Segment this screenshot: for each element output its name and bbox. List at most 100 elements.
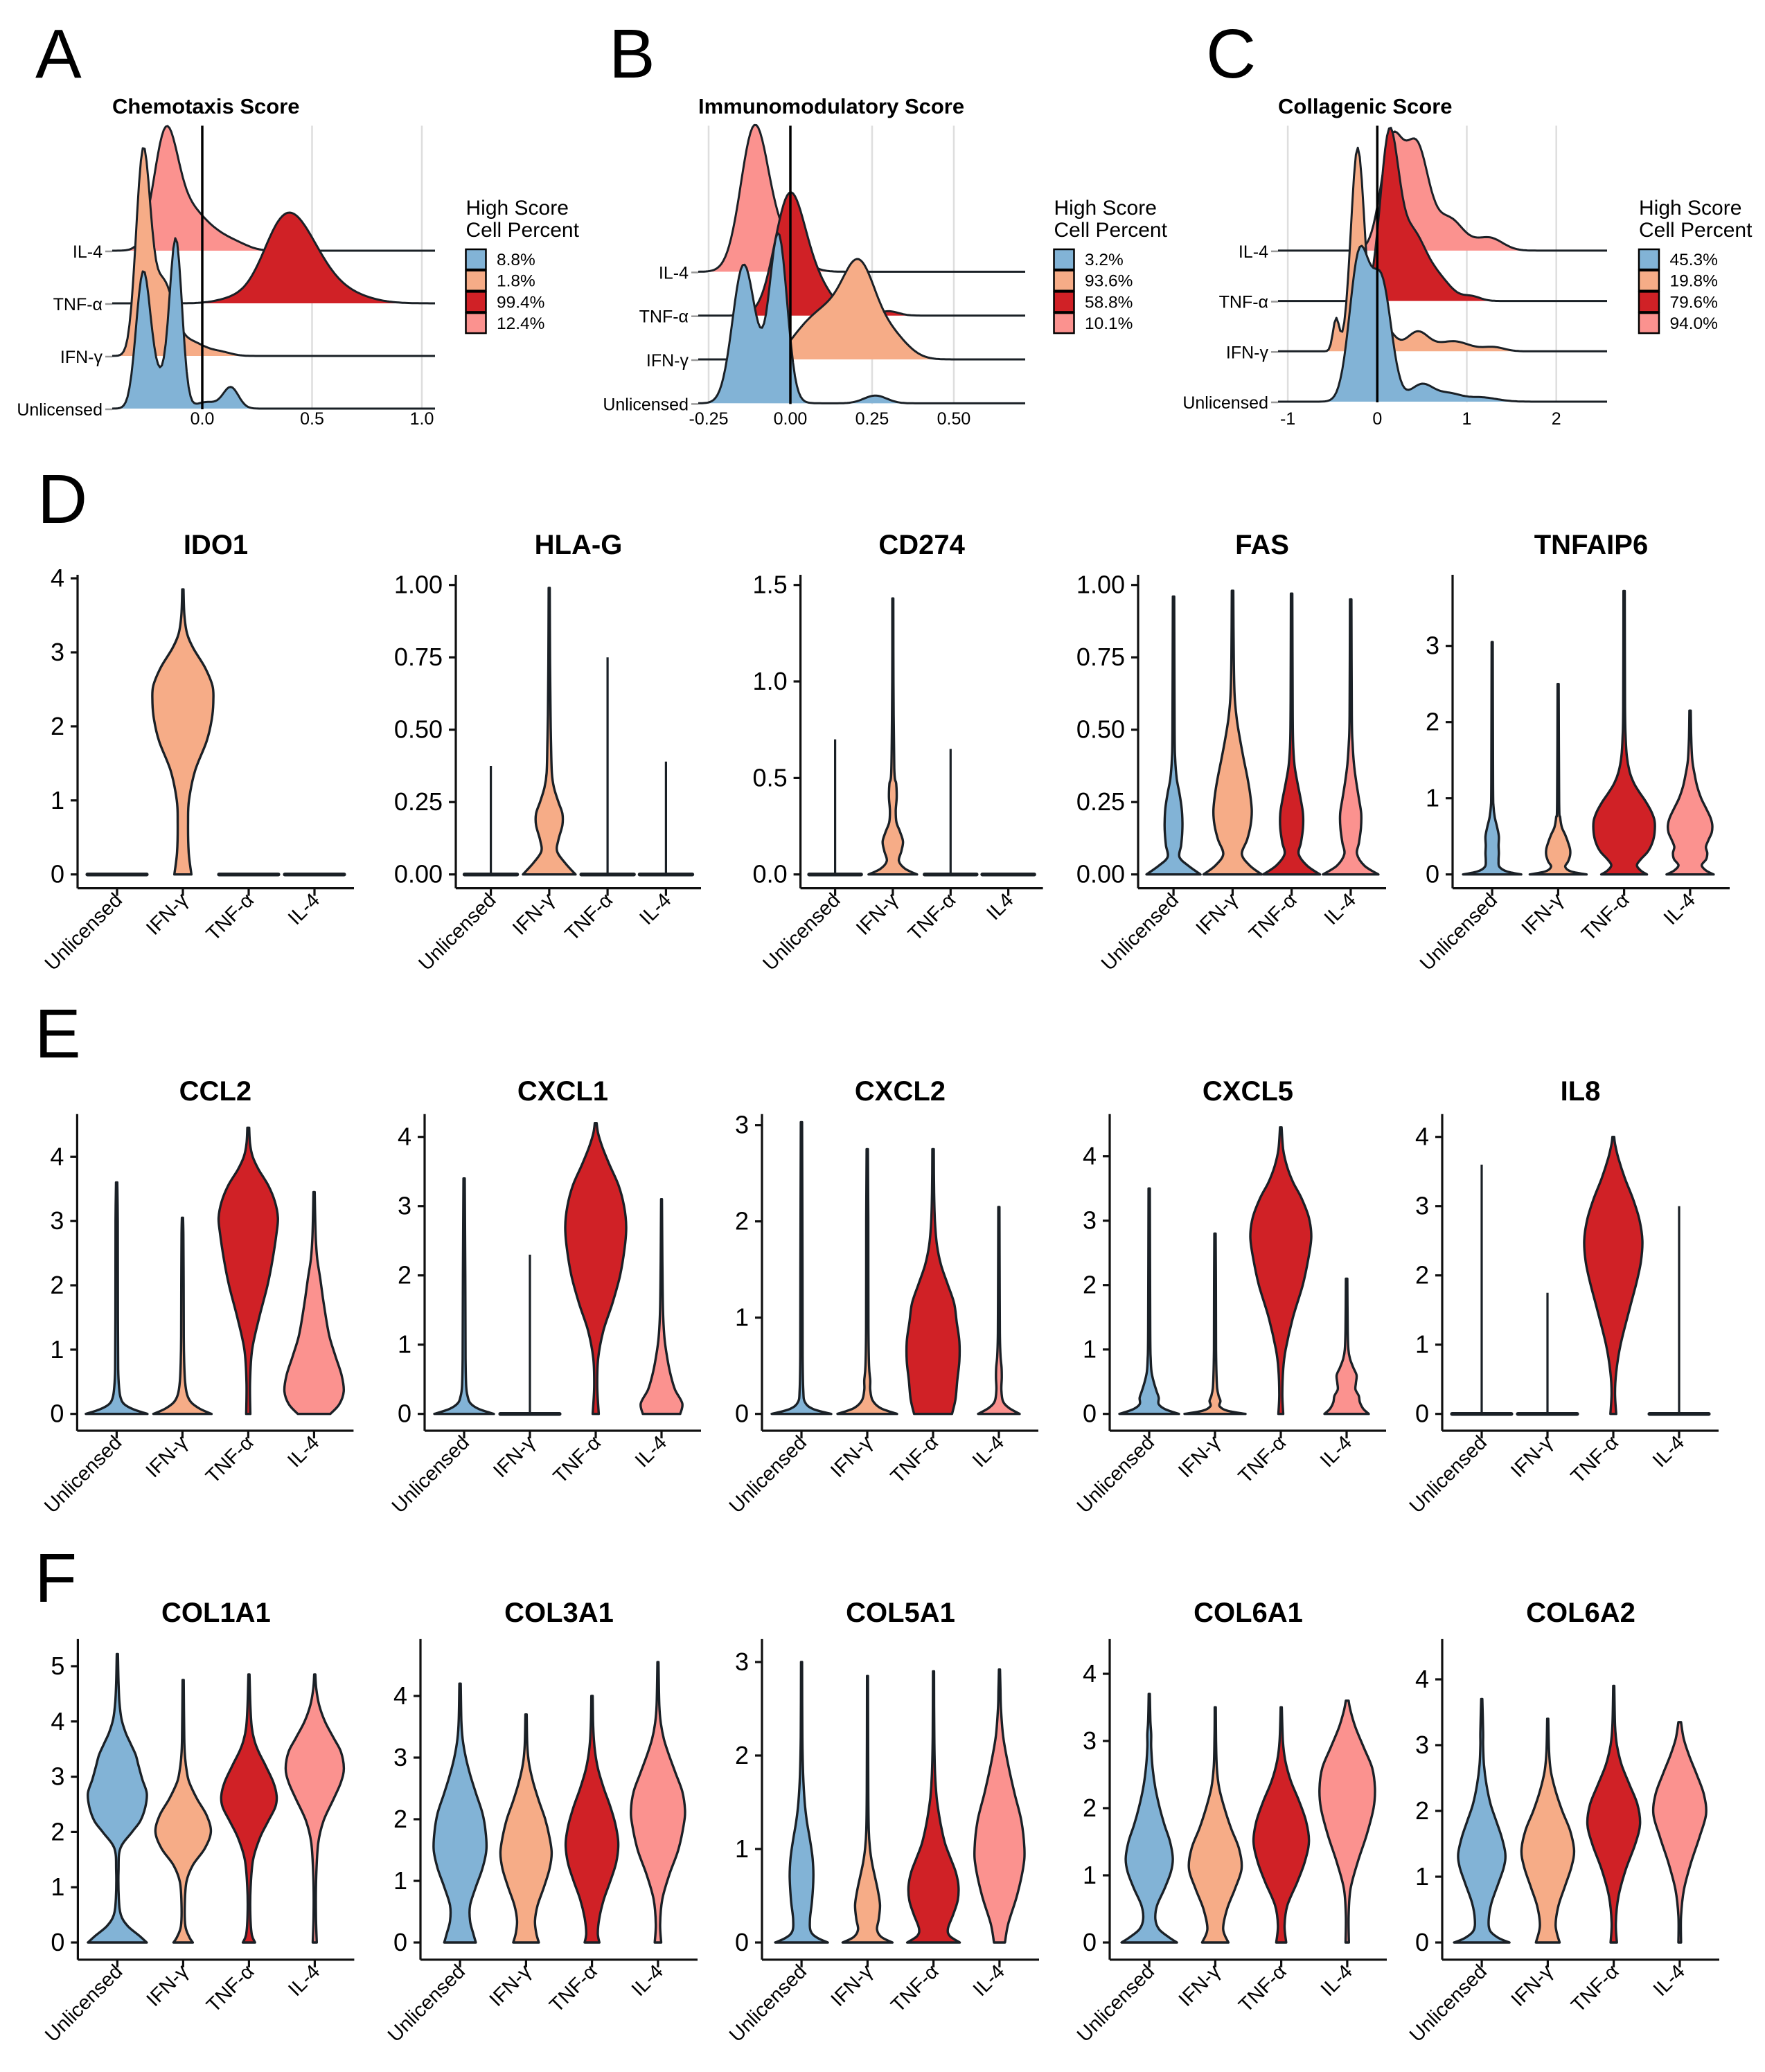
svg-text:79.6%: 79.6% <box>1670 293 1718 312</box>
svg-text:4: 4 <box>50 1142 64 1170</box>
svg-text:C: C <box>1206 15 1256 93</box>
svg-text:3: 3 <box>51 638 64 666</box>
svg-text:FAS: FAS <box>1235 530 1289 560</box>
svg-text:1: 1 <box>1083 1861 1097 1889</box>
svg-text:2: 2 <box>735 1741 749 1769</box>
svg-text:IDO1: IDO1 <box>184 530 248 560</box>
svg-text:4: 4 <box>1083 1142 1097 1170</box>
svg-text:0: 0 <box>51 860 64 888</box>
svg-text:Chemotaxis Score: Chemotaxis Score <box>112 94 300 118</box>
svg-text:IFN-γ: IFN-γ <box>646 351 689 370</box>
svg-text:3: 3 <box>735 1111 749 1139</box>
svg-text:-0.25: -0.25 <box>689 409 729 429</box>
svg-text:IL-4: IL-4 <box>659 263 689 283</box>
svg-text:0: 0 <box>398 1400 411 1428</box>
svg-text:3.2%: 3.2% <box>1085 251 1124 269</box>
svg-text:Cell Percent: Cell Percent <box>1054 219 1168 242</box>
svg-text:0.0: 0.0 <box>190 409 215 429</box>
svg-text:1.8%: 1.8% <box>497 272 535 291</box>
svg-text:0: 0 <box>50 1400 64 1428</box>
svg-text:A: A <box>35 15 82 93</box>
svg-text:1: 1 <box>1462 409 1472 429</box>
svg-text:0: 0 <box>1426 860 1439 888</box>
svg-text:3: 3 <box>50 1206 64 1235</box>
svg-text:-1: -1 <box>1280 409 1295 429</box>
svg-text:TNF-α: TNF-α <box>639 307 689 327</box>
svg-text:2: 2 <box>51 712 64 740</box>
svg-text:2: 2 <box>1426 708 1439 736</box>
svg-text:0.50: 0.50 <box>937 409 971 429</box>
svg-text:0.25: 0.25 <box>855 409 889 429</box>
svg-text:0.50: 0.50 <box>394 715 443 744</box>
svg-text:19.8%: 19.8% <box>1670 272 1718 291</box>
svg-text:IL-4: IL-4 <box>1239 242 1268 262</box>
svg-text:2: 2 <box>1083 1271 1097 1299</box>
svg-text:0.75: 0.75 <box>1076 643 1125 671</box>
svg-text:0: 0 <box>735 1400 749 1428</box>
svg-text:High Score: High Score <box>1054 197 1157 220</box>
svg-text:CXCL2: CXCL2 <box>855 1076 946 1107</box>
svg-text:0.00: 0.00 <box>394 860 443 888</box>
svg-text:1: 1 <box>398 1330 411 1359</box>
svg-text:3: 3 <box>1083 1206 1097 1235</box>
svg-text:Unlicensed: Unlicensed <box>603 395 689 414</box>
svg-text:4: 4 <box>1415 1665 1429 1693</box>
svg-text:Immunomodulatory Score: Immunomodulatory Score <box>698 94 964 118</box>
svg-text:94.0%: 94.0% <box>1670 314 1718 333</box>
svg-text:4: 4 <box>51 564 64 592</box>
svg-text:0: 0 <box>51 1928 64 1956</box>
svg-text:0.0: 0.0 <box>753 860 788 888</box>
svg-text:1: 1 <box>51 786 64 814</box>
svg-text:0.00: 0.00 <box>774 409 808 429</box>
svg-text:1.0: 1.0 <box>753 667 788 695</box>
svg-text:COL3A1: COL3A1 <box>504 1598 614 1628</box>
svg-text:1.0: 1.0 <box>410 409 434 429</box>
svg-text:10.1%: 10.1% <box>1085 314 1133 333</box>
svg-text:Cell Percent: Cell Percent <box>466 219 580 242</box>
svg-text:0.75: 0.75 <box>394 643 443 671</box>
svg-text:TNFAIP6: TNFAIP6 <box>1534 530 1648 560</box>
svg-text:0.25: 0.25 <box>394 787 443 816</box>
svg-text:1.00: 1.00 <box>394 571 443 599</box>
svg-text:CD274: CD274 <box>878 530 965 560</box>
svg-text:0.50: 0.50 <box>1076 715 1125 744</box>
svg-text:2: 2 <box>1083 1794 1097 1822</box>
svg-text:4: 4 <box>51 1707 64 1735</box>
svg-text:TNF-α: TNF-α <box>53 295 103 314</box>
svg-text:1: 1 <box>51 1873 64 1901</box>
svg-text:D: D <box>37 461 87 538</box>
svg-text:0: 0 <box>735 1928 749 1956</box>
svg-text:2: 2 <box>51 1817 64 1846</box>
svg-text:TNF-α: TNF-α <box>1219 293 1268 312</box>
svg-text:E: E <box>35 995 81 1073</box>
svg-text:1: 1 <box>735 1303 749 1332</box>
svg-text:99.4%: 99.4% <box>497 293 544 312</box>
svg-text:3: 3 <box>398 1192 411 1220</box>
svg-text:0: 0 <box>1083 1400 1097 1428</box>
svg-text:2: 2 <box>1415 1796 1429 1825</box>
svg-text:3: 3 <box>1415 1192 1429 1220</box>
svg-text:0: 0 <box>1372 409 1382 429</box>
svg-text:0.00: 0.00 <box>1076 860 1125 888</box>
svg-text:2: 2 <box>398 1261 411 1289</box>
svg-text:3: 3 <box>735 1647 749 1676</box>
svg-text:CXCL5: CXCL5 <box>1203 1076 1293 1107</box>
svg-text:COL6A2: COL6A2 <box>1526 1598 1635 1628</box>
svg-text:4: 4 <box>1415 1123 1429 1151</box>
svg-text:0: 0 <box>1083 1928 1097 1956</box>
svg-text:45.3%: 45.3% <box>1670 251 1718 269</box>
svg-text:2: 2 <box>735 1207 749 1235</box>
svg-text:CCL2: CCL2 <box>179 1076 251 1107</box>
svg-text:1: 1 <box>50 1335 64 1364</box>
svg-text:2: 2 <box>50 1271 64 1299</box>
svg-text:B: B <box>609 15 655 93</box>
svg-text:1.5: 1.5 <box>753 571 788 599</box>
svg-text:0: 0 <box>1415 1400 1429 1428</box>
svg-text:High Score: High Score <box>1639 197 1741 220</box>
svg-text:2: 2 <box>393 1805 407 1833</box>
svg-text:0: 0 <box>1415 1928 1429 1956</box>
svg-text:Collagenic Score: Collagenic Score <box>1278 94 1453 118</box>
svg-text:HLA-G: HLA-G <box>535 530 623 560</box>
svg-text:5: 5 <box>51 1652 64 1680</box>
svg-text:3: 3 <box>1426 632 1439 660</box>
